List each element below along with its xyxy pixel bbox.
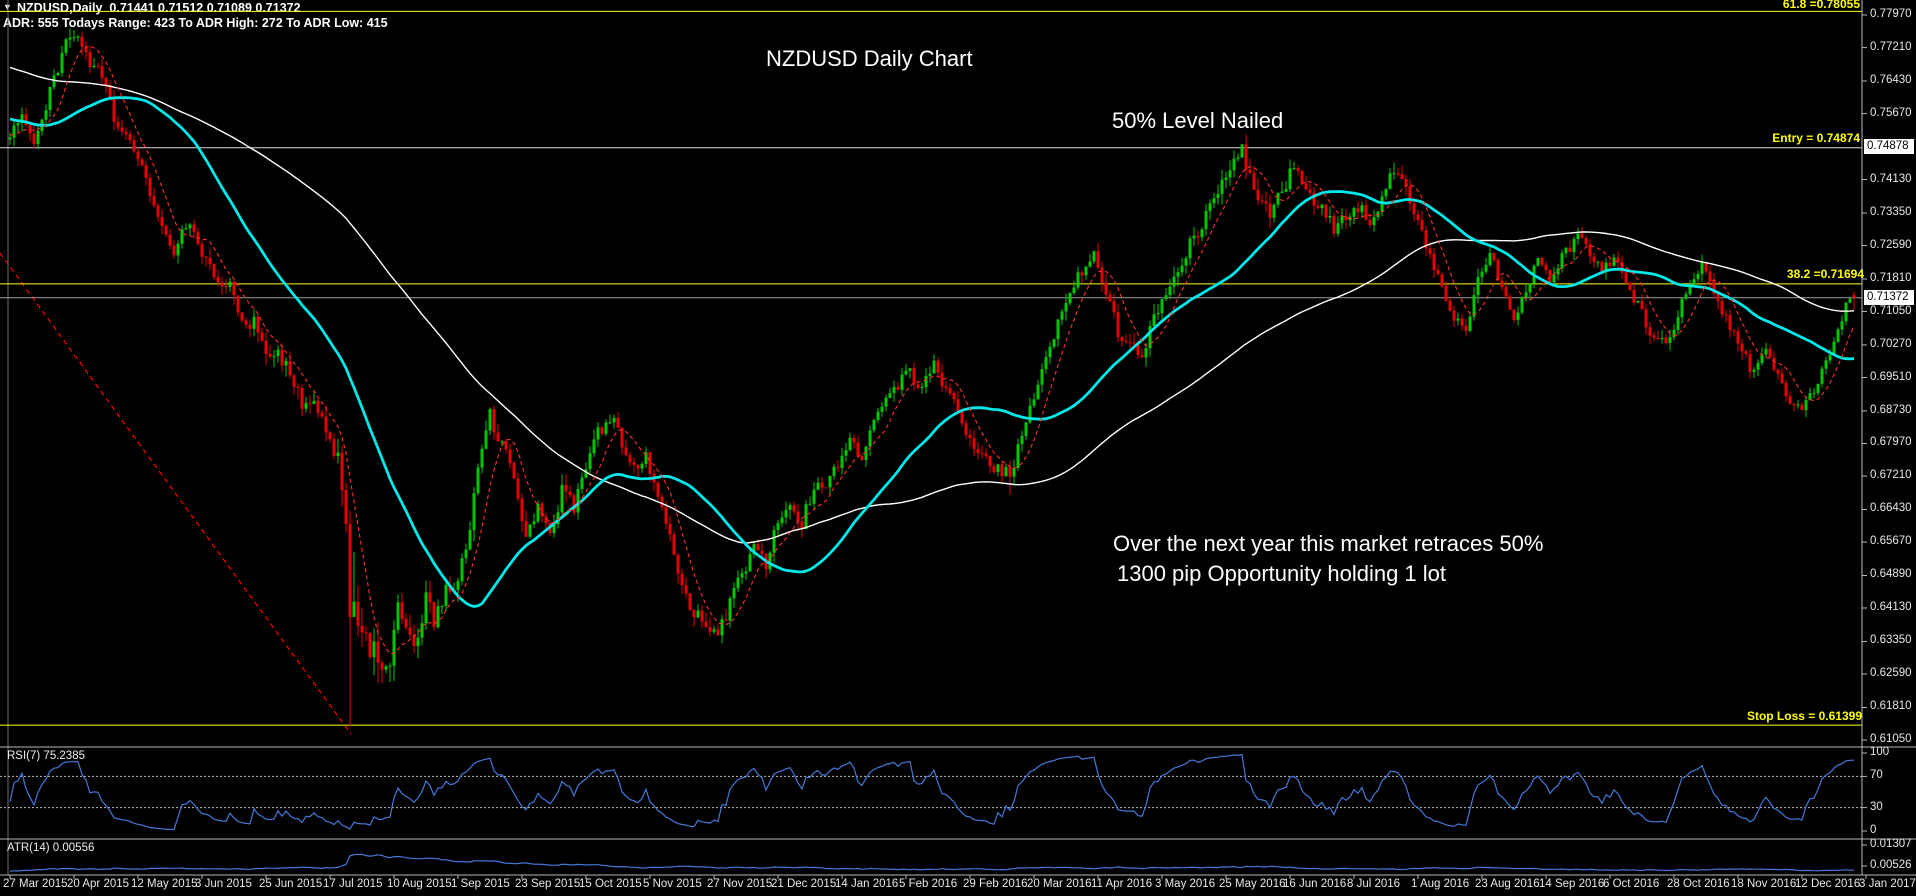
date-label: 14 Sep 2016 bbox=[1539, 878, 1605, 890]
price-axis[interactable] bbox=[1862, 0, 1916, 875]
price-axis-label: 0.71810 bbox=[1870, 272, 1912, 284]
date-label: 3 May 2016 bbox=[1155, 878, 1216, 890]
price-axis-label: 0.74130 bbox=[1870, 173, 1912, 185]
fib-382-label: 38.2 =0.71694 bbox=[1786, 267, 1864, 281]
atr-indicator-label: ATR(14) 0.00556 bbox=[7, 842, 95, 854]
price-axis-label: 0.65670 bbox=[1870, 535, 1912, 547]
price-axis-label: 0.66430 bbox=[1870, 502, 1912, 514]
note-line-2: 1300 pip Opportunity holding 1 lot bbox=[1117, 561, 1447, 586]
price-axis-label: 0.77970 bbox=[1870, 8, 1912, 20]
fib-618-label: 61.8 =0.78055 bbox=[1782, 0, 1860, 11]
date-label: 25 May 2016 bbox=[1219, 878, 1286, 890]
time-axis[interactable] bbox=[0, 875, 1916, 896]
price-axis-label: 0.64130 bbox=[1870, 601, 1912, 613]
date-label: 15 Oct 2015 bbox=[579, 878, 642, 890]
price-axis-label: 0.75670 bbox=[1870, 107, 1912, 119]
chart-menu-icon[interactable]: ▼ bbox=[3, 2, 12, 12]
atr-axis-label: 0.01307 bbox=[1870, 838, 1912, 850]
main-chart-area[interactable] bbox=[0, 0, 1862, 747]
rsi-axis-label: 70 bbox=[1870, 769, 1883, 781]
entry-label: Entry = 0.74874 bbox=[1772, 131, 1860, 145]
note-line-1: Over the next year this market retraces … bbox=[1113, 531, 1544, 556]
adr-info-line: ADR: 555 Todays Range: 423 To ADR High: … bbox=[3, 16, 388, 30]
date-label: 5 Nov 2015 bbox=[643, 878, 702, 890]
date-label: 3 Jan 2017 bbox=[1859, 878, 1916, 890]
date-label: 12 May 2015 bbox=[131, 878, 198, 890]
date-label: 27 Mar 2015 bbox=[3, 878, 68, 890]
date-label: 23 Sep 2015 bbox=[515, 878, 581, 890]
chart-title-text: NZDUSD Daily Chart bbox=[766, 46, 973, 71]
price-marker-box: 0.71372 bbox=[1864, 290, 1914, 305]
rsi-axis-label: 30 bbox=[1870, 801, 1883, 813]
atr-axis-label: 0.00526 bbox=[1870, 859, 1912, 871]
price-axis-label: 0.72590 bbox=[1870, 239, 1912, 251]
date-label: 20 Apr 2015 bbox=[67, 878, 130, 890]
price-axis-label: 0.67210 bbox=[1870, 469, 1912, 481]
price-axis-label: 0.73350 bbox=[1870, 206, 1912, 218]
price-axis-label: 0.70270 bbox=[1870, 338, 1912, 350]
date-label: 11 Apr 2016 bbox=[1091, 878, 1153, 890]
price-axis-label: 0.71050 bbox=[1870, 305, 1912, 317]
price-axis-label: 0.61050 bbox=[1870, 733, 1912, 745]
date-label: 29 Feb 2016 bbox=[963, 878, 1028, 890]
date-label: 1 Aug 2016 bbox=[1411, 878, 1470, 890]
date-label: 10 Aug 2015 bbox=[387, 878, 452, 890]
price-axis-label: 0.76430 bbox=[1870, 74, 1912, 86]
date-label: 20 Mar 2016 bbox=[1027, 878, 1092, 890]
level-nailed-text: 50% Level Nailed bbox=[1112, 108, 1284, 133]
price-marker-box: 0.74878 bbox=[1864, 139, 1914, 154]
rsi-axis-label: 0 bbox=[1870, 824, 1877, 836]
rsi-indicator-label: RSI(7) 75.2385 bbox=[7, 750, 85, 762]
price-axis-label: 0.61810 bbox=[1870, 700, 1912, 712]
price-axis-label: 0.69510 bbox=[1870, 371, 1912, 383]
date-label: 25 Jun 2015 bbox=[259, 878, 323, 890]
date-label: 16 Jun 2016 bbox=[1283, 878, 1347, 890]
atr-panel[interactable] bbox=[0, 840, 1862, 875]
price-axis-label: 0.62590 bbox=[1870, 667, 1912, 679]
rsi-axis-label: 100 bbox=[1870, 746, 1890, 758]
price-axis-label: 0.77210 bbox=[1870, 41, 1912, 53]
date-label: 5 Feb 2016 bbox=[899, 878, 958, 890]
date-label: 27 Nov 2015 bbox=[707, 878, 773, 890]
date-label: 21 Dec 2015 bbox=[771, 878, 837, 890]
rsi-panel[interactable] bbox=[0, 748, 1862, 839]
date-label: 17 Jul 2015 bbox=[323, 878, 383, 890]
date-label: 8 Jul 2016 bbox=[1347, 878, 1401, 890]
stop-loss-label: Stop Loss = 0.61399 bbox=[1746, 709, 1862, 723]
date-label: 18 Nov 2016 bbox=[1731, 878, 1797, 890]
date-label: 28 Oct 2016 bbox=[1667, 878, 1730, 890]
price-axis-label: 0.64890 bbox=[1870, 568, 1912, 580]
date-label: 3 Jun 2015 bbox=[195, 878, 252, 890]
date-label: 14 Jan 2016 bbox=[835, 878, 899, 890]
date-label: 12 Dec 2016 bbox=[1795, 878, 1861, 890]
price-axis-label: 0.63350 bbox=[1870, 634, 1912, 646]
date-label: 6 Oct 2016 bbox=[1603, 878, 1660, 890]
date-label: 23 Aug 2016 bbox=[1475, 878, 1540, 890]
date-label: 1 Sep 2015 bbox=[451, 878, 510, 890]
price-axis-label: 0.67970 bbox=[1870, 436, 1912, 448]
price-axis-label: 0.68730 bbox=[1870, 404, 1912, 416]
